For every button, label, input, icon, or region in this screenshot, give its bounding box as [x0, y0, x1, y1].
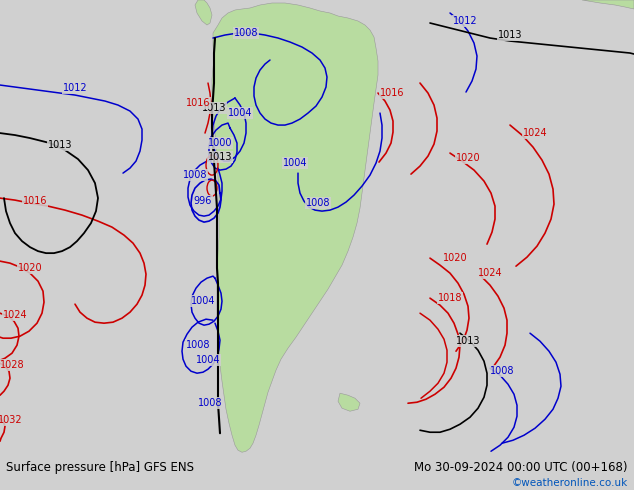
Text: 1008: 1008: [186, 340, 210, 350]
Text: 1012: 1012: [63, 83, 87, 93]
Text: 1020: 1020: [456, 153, 481, 163]
Text: 1020: 1020: [443, 253, 467, 263]
Text: 1013: 1013: [48, 140, 72, 150]
Text: 1004: 1004: [196, 355, 220, 365]
Text: 1016: 1016: [23, 196, 48, 206]
Text: 1013: 1013: [202, 103, 226, 113]
Text: 1024: 1024: [3, 310, 27, 320]
Text: 1000: 1000: [208, 138, 232, 148]
Text: 1020: 1020: [18, 263, 42, 273]
Text: 1008: 1008: [306, 198, 330, 208]
Text: 1004: 1004: [191, 296, 216, 306]
Text: 1016: 1016: [380, 88, 404, 98]
Polygon shape: [582, 0, 634, 9]
Text: 996: 996: [194, 196, 212, 206]
Polygon shape: [195, 0, 212, 25]
Polygon shape: [212, 3, 378, 452]
Text: 1004: 1004: [283, 158, 307, 168]
Text: 1008: 1008: [489, 366, 514, 376]
Text: Mo 30-09-2024 00:00 UTC (00+168): Mo 30-09-2024 00:00 UTC (00+168): [414, 461, 628, 474]
Text: Surface pressure [hPa] GFS ENS: Surface pressure [hPa] GFS ENS: [6, 461, 195, 474]
Text: 1024: 1024: [477, 268, 502, 278]
Text: 1008: 1008: [183, 170, 207, 180]
Text: 1013: 1013: [498, 30, 522, 40]
Text: 1013: 1013: [456, 336, 480, 346]
Text: 1028: 1028: [0, 360, 24, 370]
Text: 1004: 1004: [228, 108, 252, 118]
Text: 1012: 1012: [453, 16, 477, 26]
Text: 1016: 1016: [186, 98, 210, 108]
Text: ©weatheronline.co.uk: ©weatheronline.co.uk: [512, 478, 628, 488]
Text: 1008: 1008: [198, 398, 223, 408]
Polygon shape: [338, 393, 360, 411]
Text: 1024: 1024: [522, 128, 547, 138]
Text: 1032: 1032: [0, 415, 22, 425]
Text: 1013: 1013: [208, 152, 232, 162]
Text: 1018: 1018: [437, 293, 462, 303]
Text: 1008: 1008: [234, 28, 258, 38]
